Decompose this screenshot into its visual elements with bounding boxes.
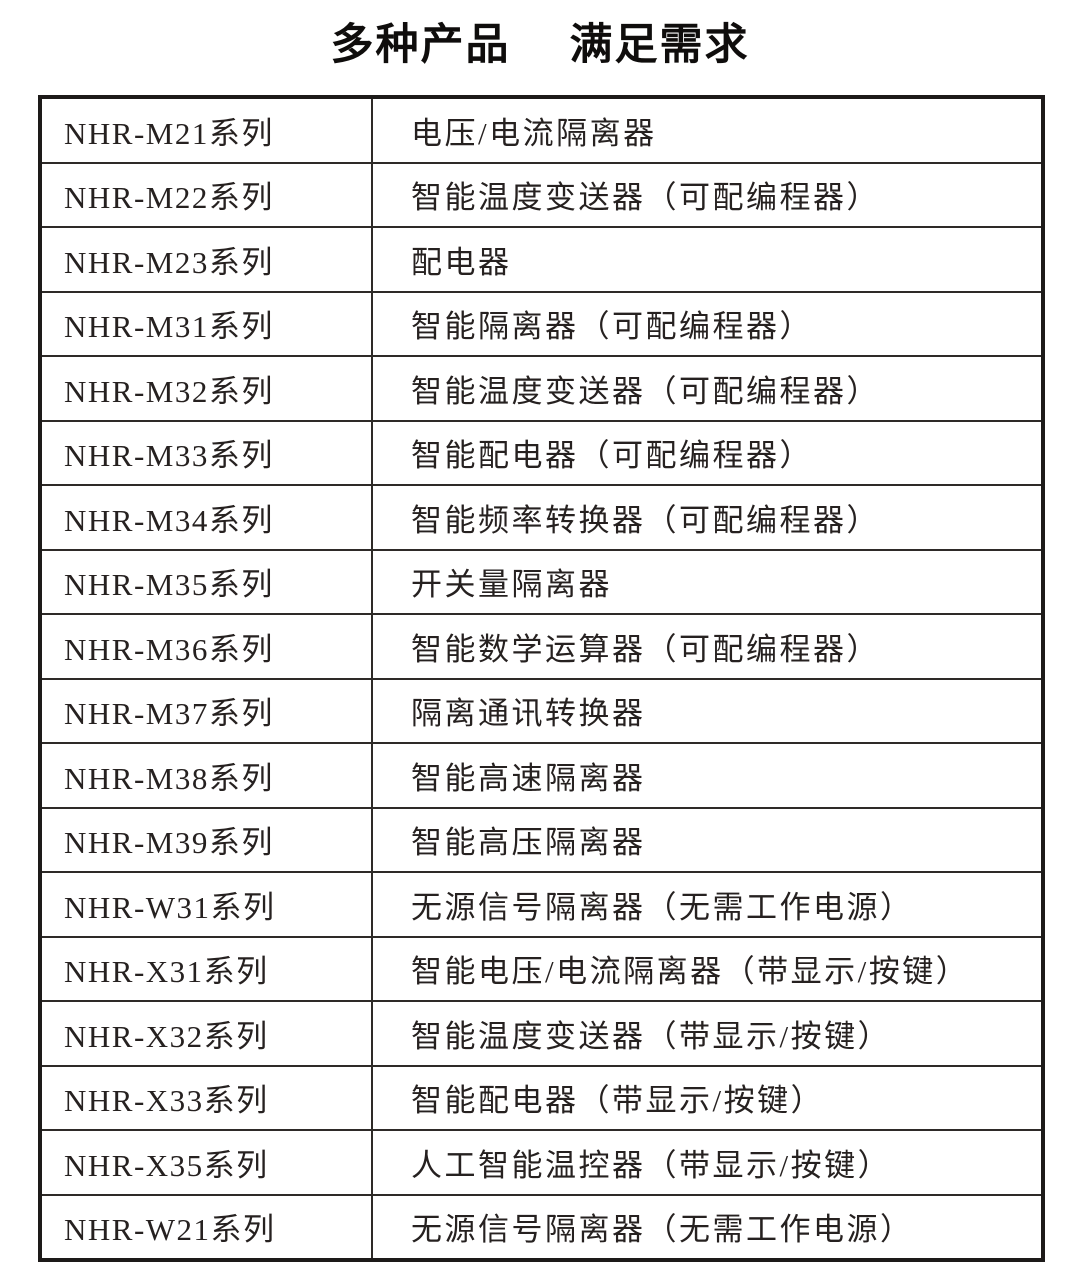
series-cell: NHR-M21系列 xyxy=(39,96,373,164)
series-cell: NHR-X31系列 xyxy=(39,935,373,1002)
product-series-table: NHR-M21系列 电压/电流隔离器 NHR-M22系列 智能温度变送器（可配编… xyxy=(38,95,1045,1262)
series-cell: NHR-M31系列 xyxy=(39,290,373,357)
series-cell: NHR-M23系列 xyxy=(39,226,373,293)
table-row: NHR-X33系列 智能配电器（带显示/按键） xyxy=(39,1064,1044,1131)
series-cell: NHR-M22系列 xyxy=(39,161,373,228)
series-cell: NHR-M33系列 xyxy=(39,419,373,486)
description-cell: 智能频率转换器（可配编程器） xyxy=(371,484,1044,551)
table-row: NHR-W21系列 无源信号隔离器（无需工作电源） xyxy=(39,1193,1044,1261)
table-row: NHR-M38系列 智能高速隔离器 xyxy=(39,742,1044,809)
description-cell: 智能数学运算器（可配编程器） xyxy=(371,613,1044,680)
table-row: NHR-X35系列 人工智能温控器（带显示/按键） xyxy=(39,1129,1044,1196)
description-cell: 智能温度变送器（可配编程器） xyxy=(371,355,1044,422)
table-row: NHR-M37系列 隔离通讯转换器 xyxy=(39,677,1044,744)
table-row: NHR-M39系列 智能高压隔离器 xyxy=(39,806,1044,873)
description-cell: 智能隔离器（可配编程器） xyxy=(371,290,1044,357)
series-cell: NHR-M38系列 xyxy=(39,742,373,809)
series-cell: NHR-X32系列 xyxy=(39,1000,373,1067)
description-cell: 开关量隔离器 xyxy=(371,548,1044,615)
description-cell: 智能高速隔离器 xyxy=(371,742,1044,809)
series-cell: NHR-W21系列 xyxy=(39,1193,373,1261)
description-cell: 智能配电器（带显示/按键） xyxy=(371,1064,1044,1131)
description-cell: 人工智能温控器（带显示/按键） xyxy=(371,1129,1044,1196)
description-cell: 无源信号隔离器（无需工作电源） xyxy=(371,871,1044,938)
description-cell: 隔离通讯转换器 xyxy=(371,677,1044,744)
series-cell: NHR-W31系列 xyxy=(39,871,373,938)
description-cell: 智能电压/电流隔离器（带显示/按键） xyxy=(371,935,1044,1002)
series-cell: NHR-X35系列 xyxy=(39,1129,373,1196)
series-cell: NHR-M34系列 xyxy=(39,484,373,551)
table-row: NHR-M32系列 智能温度变送器（可配编程器） xyxy=(39,355,1044,422)
table-row: NHR-X32系列 智能温度变送器（带显示/按键） xyxy=(39,1000,1044,1067)
series-cell: NHR-M32系列 xyxy=(39,355,373,422)
table-row: NHR-M22系列 智能温度变送器（可配编程器） xyxy=(39,161,1044,228)
description-cell: 智能配电器（可配编程器） xyxy=(371,419,1044,486)
description-cell: 智能温度变送器（可配编程器） xyxy=(371,161,1044,228)
series-cell: NHR-M37系列 xyxy=(39,677,373,744)
table-row: NHR-M33系列 智能配电器（可配编程器） xyxy=(39,419,1044,486)
table-row: NHR-M35系列 开关量隔离器 xyxy=(39,548,1044,615)
table-row: NHR-M34系列 智能频率转换器（可配编程器） xyxy=(39,484,1044,551)
series-cell: NHR-M36系列 xyxy=(39,613,373,680)
description-cell: 配电器 xyxy=(371,226,1044,293)
series-cell: NHR-M35系列 xyxy=(39,548,373,615)
table-row: NHR-W31系列 无源信号隔离器（无需工作电源） xyxy=(39,871,1044,938)
series-cell: NHR-X33系列 xyxy=(39,1064,373,1131)
table-row: NHR-M36系列 智能数学运算器（可配编程器） xyxy=(39,613,1044,680)
series-cell: NHR-M39系列 xyxy=(39,806,373,873)
table-row: NHR-M21系列 电压/电流隔离器 xyxy=(39,96,1044,164)
description-cell: 智能温度变送器（带显示/按键） xyxy=(371,1000,1044,1067)
description-cell: 电压/电流隔离器 xyxy=(371,96,1044,164)
table-row: NHR-X31系列 智能电压/电流隔离器（带显示/按键） xyxy=(39,935,1044,1002)
description-cell: 无源信号隔离器（无需工作电源） xyxy=(371,1193,1044,1261)
description-cell: 智能高压隔离器 xyxy=(371,806,1044,873)
page-title: 多种产品 满足需求 xyxy=(330,21,750,69)
table-row: NHR-M31系列 智能隔离器（可配编程器） xyxy=(39,290,1044,357)
table-row: NHR-M23系列 配电器 xyxy=(39,226,1044,293)
